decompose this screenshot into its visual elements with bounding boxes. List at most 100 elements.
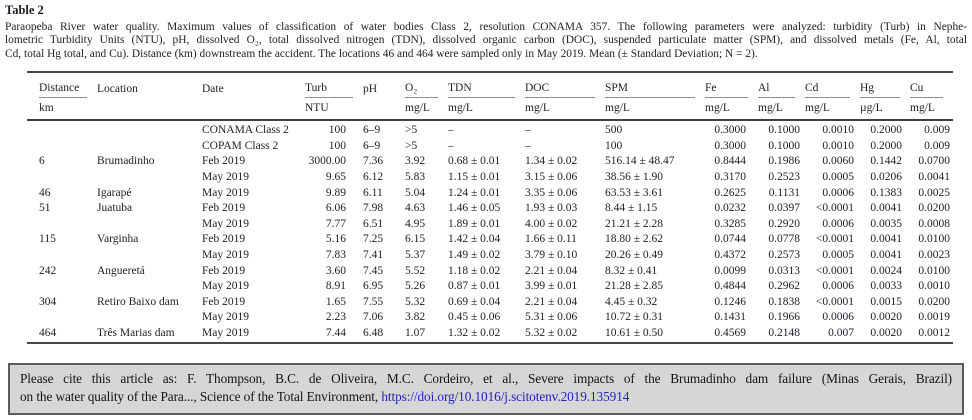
cell-ph: 6.12 bbox=[363, 171, 384, 183]
cell-location bbox=[97, 217, 202, 233]
cell-doc: 3.15 ± 0.06 bbox=[525, 171, 578, 183]
cell-turb: 6.06 bbox=[325, 202, 346, 215]
cell-cd: <0.0001 bbox=[815, 233, 854, 246]
cell-al: 0.1838 bbox=[768, 295, 800, 308]
cell-al: 0.2523 bbox=[768, 171, 800, 183]
unit-turb: NTU bbox=[305, 98, 363, 122]
cell-distance bbox=[27, 310, 97, 326]
cell-cu: 0.0700 bbox=[918, 155, 950, 168]
cell-distance bbox=[27, 120, 97, 139]
cell-distance: 51 bbox=[39, 202, 51, 215]
header-row-units: km NTU mg/L mg/L mg/L mg/L mg/L mg/L mg/… bbox=[27, 98, 953, 122]
cell-location: Retiro Baixo dam bbox=[97, 295, 179, 308]
cell-o2: 3.92 bbox=[405, 155, 426, 168]
cell-distance bbox=[27, 248, 97, 264]
cell-date: May 2019 bbox=[202, 217, 249, 230]
cell-date: Feb 2019 bbox=[202, 264, 246, 277]
cell-al: 0.2920 bbox=[768, 217, 800, 230]
cell-al: 0.1000 bbox=[768, 124, 800, 137]
table-row: 46 Igarapé May 2019 9.89 6.11 5.04 1.24 ± 0.01… bbox=[27, 186, 953, 202]
cell-fe: 0.0744 bbox=[714, 233, 746, 246]
cell-fe: 0.1246 bbox=[714, 295, 746, 308]
cell-date: Feb 2019 bbox=[202, 155, 246, 168]
cell-spm: 10.61 ± 0.50 bbox=[605, 325, 705, 344]
cell-hg: 0.0041 bbox=[870, 202, 902, 215]
unit-hg: µg/L bbox=[860, 98, 910, 122]
cell-fe: 0.0099 bbox=[714, 264, 746, 277]
cell-cu: 0.0012 bbox=[910, 325, 953, 344]
cell-ph: 7.41 bbox=[363, 248, 384, 261]
cell-distance: 242 bbox=[39, 264, 57, 277]
cell-cu: 0.0200 bbox=[918, 202, 950, 215]
table-row: May 2019 8.91 6.95 5.26 0.87 ± 0.01 3.99 ± 0.… bbox=[27, 279, 953, 295]
cell-spm: 18.80 ± 2.62 bbox=[605, 233, 664, 246]
cell-spm: 10.72 ± 0.31 bbox=[605, 311, 664, 324]
cell-tdn: 1.42 ± 0.04 bbox=[448, 233, 501, 246]
column-header-doc: DOC bbox=[525, 71, 605, 99]
cell-location bbox=[97, 248, 202, 264]
cell-date: Feb 2019 bbox=[202, 295, 246, 308]
unit-location bbox=[97, 98, 202, 122]
cell-al: 0.2148 bbox=[758, 325, 805, 344]
cell-location: Juatuba bbox=[97, 202, 133, 215]
unit-date bbox=[202, 98, 305, 122]
cell-ph: 6.11 bbox=[363, 186, 383, 199]
column-header-tdn: TDN bbox=[448, 71, 525, 99]
cell-fe: 0.3170 bbox=[714, 171, 746, 183]
cell-cu: 0.009 bbox=[924, 124, 950, 137]
water-quality-table: Distance Location Date Turb pH O₂ TDN DO… bbox=[27, 71, 953, 344]
cell-turb: 8.91 bbox=[325, 280, 346, 293]
doi-link[interactable]: https://doi.org/10.1016/j.scitotenv.2019… bbox=[381, 389, 630, 405]
table-row: 304 Retiro Baixo dam Feb 2019 1.65 7.55 5.32 0… bbox=[27, 295, 953, 311]
cell-cu: 0.0019 bbox=[918, 311, 950, 324]
cell-o2: 3.82 bbox=[405, 311, 426, 324]
unit-tdn: mg/L bbox=[448, 98, 525, 122]
cell-hg: 0.1383 bbox=[870, 186, 902, 199]
cell-fe: 0.2625 bbox=[714, 186, 746, 199]
cell-cu: 0.0008 bbox=[918, 217, 950, 230]
cell-distance: 115 bbox=[39, 233, 56, 246]
cell-distance: 46 bbox=[39, 186, 51, 199]
cell-ph: 7.98 bbox=[363, 202, 384, 215]
cell-doc: – bbox=[525, 124, 531, 137]
cell-turb: 1.65 bbox=[325, 295, 346, 308]
cell-o2: 5.83 bbox=[405, 171, 426, 183]
cell-fe: 0.3000 bbox=[714, 124, 746, 137]
cell-hg: 0.0206 bbox=[870, 171, 902, 183]
cell-date: May 2019 bbox=[202, 311, 249, 324]
cell-al: 0.2962 bbox=[768, 280, 800, 293]
citation-box: Please cite this article as: F. Thompson… bbox=[8, 362, 964, 415]
cell-turb: 7.77 bbox=[325, 217, 346, 230]
cell-ph: 7.06 bbox=[363, 311, 384, 324]
caption-line-1: Paraopeba River water quality. Maximum v… bbox=[5, 21, 967, 33]
cell-turb: 3000.00 bbox=[308, 155, 346, 168]
column-header-hg: Hg bbox=[860, 71, 910, 99]
cell-date: May 2019 bbox=[202, 186, 249, 199]
cell-tdn: – bbox=[448, 124, 454, 137]
cell-doc: 4.00 ± 0.02 bbox=[525, 217, 578, 230]
cell-date: Feb 2019 bbox=[202, 202, 246, 215]
cell-cu: 0.009 bbox=[924, 139, 950, 152]
cell-turb: 7.44 bbox=[305, 325, 363, 344]
unit-spm: mg/L bbox=[605, 98, 705, 122]
cell-tdn: – bbox=[448, 139, 454, 152]
column-header-cd: Cd bbox=[805, 71, 860, 99]
cell-spm: 38.56 ± 1.90 bbox=[605, 171, 664, 183]
cell-hg: 0.0020 bbox=[870, 311, 902, 324]
cell-ph: 6.48 bbox=[363, 325, 405, 344]
cell-cd: 0.0010 bbox=[822, 124, 854, 137]
cell-location: Três Marias dam bbox=[97, 325, 202, 344]
table-label: Table 2 bbox=[5, 3, 44, 17]
cell-cu: 0.0025 bbox=[918, 186, 950, 199]
cell-cu: 0.0100 bbox=[918, 264, 950, 277]
cell-ph: 6–9 bbox=[363, 124, 381, 137]
cell-spm: 4.45 ± 0.32 bbox=[605, 295, 658, 308]
cell-al: 0.0778 bbox=[768, 233, 800, 246]
column-header-distance: Distance bbox=[27, 71, 97, 99]
column-header-spm: SPM bbox=[605, 71, 705, 99]
cell-fe: 0.4372 bbox=[714, 248, 746, 261]
column-header-location: Location bbox=[97, 71, 202, 99]
cell-doc: 2.21 ± 0.04 bbox=[525, 295, 578, 308]
cell-tdn: 1.15 ± 0.01 bbox=[448, 171, 501, 183]
cell-o2: >5 bbox=[405, 124, 418, 137]
